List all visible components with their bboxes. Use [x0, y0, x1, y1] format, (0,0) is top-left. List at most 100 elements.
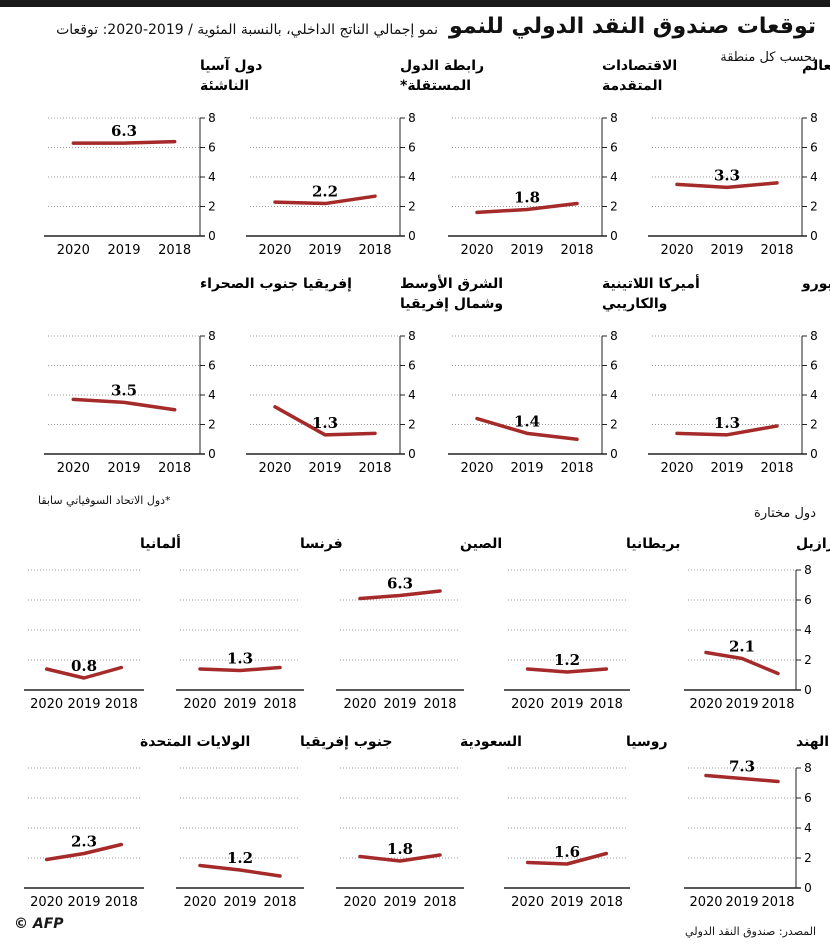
y-tick-label: 2	[804, 851, 812, 865]
x-tick-label: 2020	[660, 243, 693, 258]
y-tick-label: 2	[208, 418, 216, 432]
data-point	[273, 200, 277, 204]
x-tick-label: 2018	[760, 243, 793, 258]
x-tick-label: 2020	[183, 895, 216, 910]
chart-title-line: دول آسيا	[200, 56, 262, 74]
chart-title-line: الهند	[796, 734, 829, 750]
data-point	[565, 670, 569, 674]
x-tick-label: 2020	[689, 697, 722, 712]
x-tick-label: 2018	[590, 697, 623, 712]
x-tick-label: 2019	[308, 243, 341, 258]
y-tick-label: 4	[810, 170, 818, 184]
data-point	[438, 589, 442, 593]
y-tick-label: 8	[804, 761, 812, 775]
y-tick-label: 4	[610, 388, 618, 402]
y-tick-label: 6	[208, 359, 216, 373]
x-tick-label: 2018	[158, 461, 191, 476]
x-tick-label: 2020	[57, 243, 90, 258]
chart-title-line: المتقدمة	[602, 78, 662, 94]
x-tick-label: 2020	[30, 895, 63, 910]
data-point	[238, 669, 242, 672]
chart-title-line: بريطانيا	[626, 536, 680, 552]
x-tick-label: 2019	[710, 461, 743, 476]
y-tick-label: 0	[810, 447, 818, 461]
chart-title-line: رابطة الدول	[400, 58, 484, 74]
source-note: المصدر: صندوق النقد الدولي	[685, 925, 816, 938]
x-tick-label: 2019	[67, 895, 100, 910]
data-point	[575, 437, 579, 441]
y-tick-label: 4	[610, 170, 618, 184]
data-point	[173, 408, 177, 412]
y-tick-label: 6	[610, 359, 618, 373]
y-tick-label: 2	[610, 200, 618, 214]
series-line	[704, 650, 780, 676]
data-label: 3.5	[111, 381, 137, 399]
data-label: 1.2	[227, 849, 253, 867]
data-point	[198, 864, 202, 867]
footnote: *دول الاتحاد السوفياتي سابقا	[38, 494, 171, 507]
data-point	[373, 431, 377, 435]
data-point	[173, 140, 177, 144]
x-tick-label: 2018	[423, 895, 456, 910]
chart-title-line: الشرق الأوسط	[400, 275, 503, 292]
x-tick-label: 2018	[560, 243, 593, 258]
x-tick-label: 2020	[460, 243, 493, 258]
y-tick-label: 8	[810, 329, 818, 343]
data-point	[358, 597, 362, 600]
y-tick-label: 2	[610, 418, 618, 432]
x-tick-label: 2018	[761, 895, 794, 910]
x-tick-label: 2018	[105, 697, 138, 712]
chart-panel-5: منطقة اليورو 0 2 4 6 8 2018 2019 2020 1.3	[648, 276, 830, 476]
chart-title-line: الاقتصادات	[602, 58, 677, 74]
y-tick-label: 0	[208, 229, 216, 243]
y-tick-label: 0	[408, 229, 416, 243]
data-label: 2.1	[729, 638, 755, 656]
chart-title-line: جنوب إفريقيا	[300, 734, 393, 750]
x-tick-label: 2020	[511, 895, 544, 910]
data-point	[71, 141, 75, 145]
chart-panel-7: الشرق الأوسط وشمال إفريقيا 0 2 4 6 8 2018 2019 20…	[246, 275, 503, 476]
y-tick-label: 8	[408, 329, 416, 343]
data-label: 6.3	[387, 575, 413, 593]
data-point	[373, 194, 377, 198]
x-tick-label: 2019	[710, 243, 743, 258]
page-subtitle: نمو إجمالي الناتج الداخلي، بالنسبة المئو…	[56, 22, 438, 38]
y-tick-label: 4	[804, 821, 812, 835]
data-point	[278, 666, 282, 669]
x-tick-label: 2020	[258, 243, 291, 258]
y-tick-label: 4	[408, 388, 416, 402]
data-point	[238, 868, 242, 872]
y-tick-label: 8	[208, 111, 216, 125]
x-tick-label: 2018	[263, 697, 296, 712]
data-point	[119, 843, 123, 846]
chart-title-line: منطقة اليورو	[801, 276, 830, 292]
data-label: 1.6	[554, 843, 580, 861]
data-label: 1.8	[514, 188, 540, 206]
chart-panel-4: دول آسيا الناشئة 0 2 4 6 8 2018 2019 2020 6.3	[44, 56, 262, 258]
data-label: 1.3	[714, 414, 740, 432]
y-tick-label: 0	[208, 447, 216, 461]
data-point	[398, 594, 402, 597]
chart-title-line: المستقلة*	[400, 78, 471, 94]
data-point	[358, 855, 362, 858]
chart-panel-6: أميركا اللاتينية والكاريبي 0 2 4 6 8 2018 2019 20…	[448, 274, 700, 476]
x-tick-label: 2019	[67, 697, 100, 712]
data-label: 0.8	[71, 657, 97, 675]
data-point	[725, 185, 729, 189]
data-point	[525, 431, 529, 435]
y-tick-label: 2	[804, 653, 812, 667]
data-point	[526, 667, 530, 671]
chart-panel-1: العالم 0 2 4 6 8 2018 2019 2020 3.3	[648, 58, 830, 258]
data-point	[438, 853, 442, 857]
data-point	[526, 861, 530, 864]
y-tick-label: 8	[610, 111, 618, 125]
data-label: 6.3	[111, 122, 137, 140]
x-tick-label: 2018	[761, 697, 794, 712]
data-point	[575, 202, 579, 206]
regions-section-label: بحسب كل منطقة	[720, 50, 816, 65]
x-tick-label: 2019	[550, 895, 583, 910]
x-tick-label: 2020	[183, 697, 216, 712]
data-point	[776, 672, 780, 675]
chart-title-line: فرنسا	[300, 536, 343, 552]
chart-title-line: الصين	[460, 536, 502, 552]
